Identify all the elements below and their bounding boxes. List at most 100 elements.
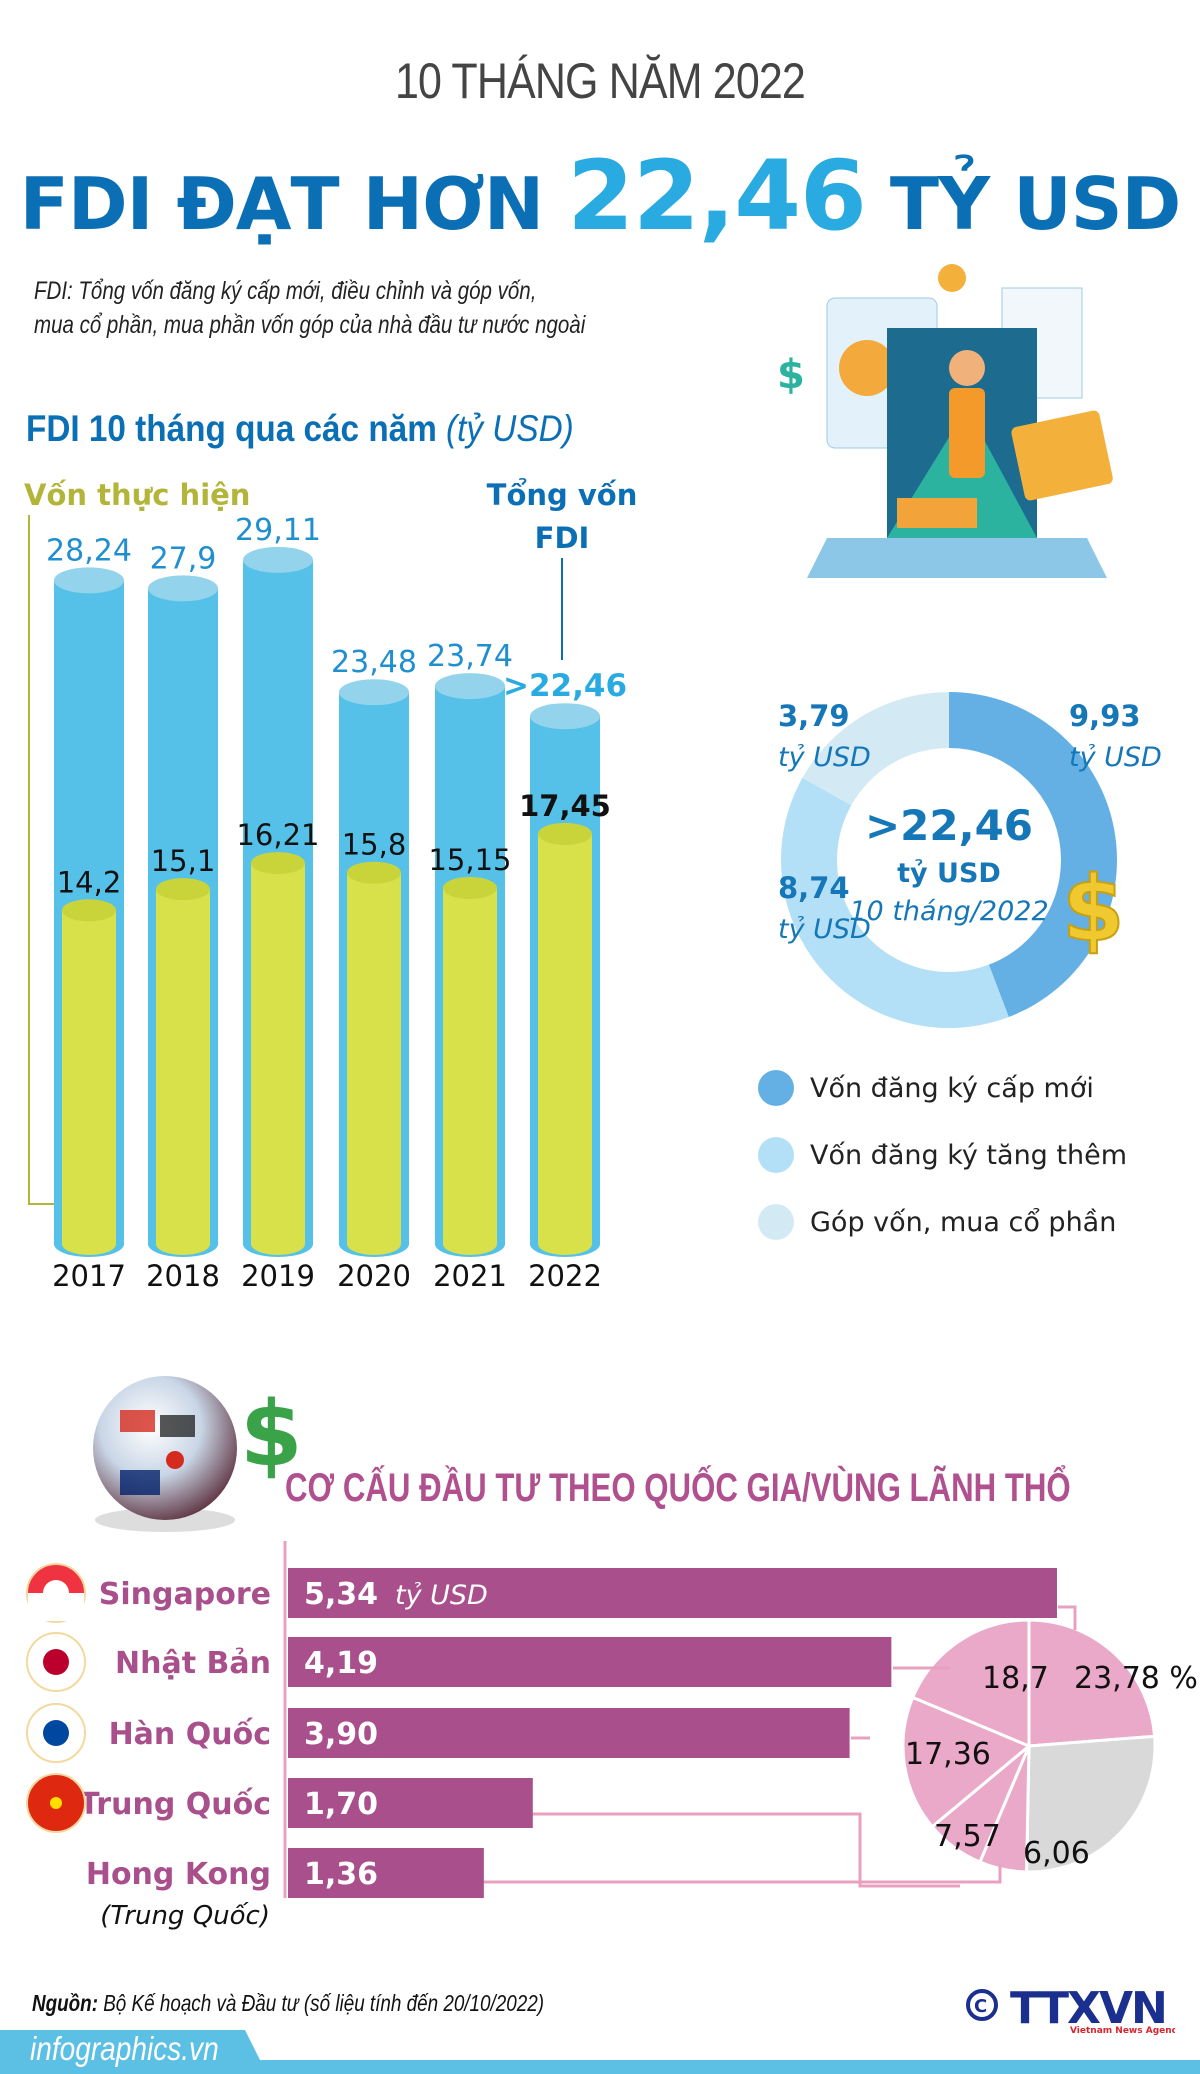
donut-value-label: 9,93 xyxy=(1069,699,1141,733)
donut-unit-label: tỷ USD xyxy=(778,742,871,773)
donut-value-label: 8,74 xyxy=(778,871,850,905)
total-value-label: 27,9 xyxy=(150,541,217,576)
donut-center-unit: tỷ USD xyxy=(897,858,1001,889)
realized-bar xyxy=(156,889,210,1244)
flag-patch xyxy=(166,1451,184,1469)
donut-slice xyxy=(949,692,1117,1018)
year-tick-label: 2017 xyxy=(52,1259,126,1293)
realized-value-label: 15,15 xyxy=(428,843,511,877)
realized-bar-bottom xyxy=(156,1233,210,1255)
copyright-symbol: C xyxy=(974,1996,987,2017)
flag-emblem xyxy=(43,1649,69,1675)
legend-item-share: Góp vốn, mua cổ phần xyxy=(758,1202,1116,1242)
country-bar-value: 1,70 xyxy=(304,1787,378,1822)
donut-slice xyxy=(802,692,949,806)
flag-emblem xyxy=(43,1580,69,1606)
total-bar-top xyxy=(54,567,124,594)
total-value-label: 28,24 xyxy=(46,533,132,568)
country-name-label: Hàn Quốc xyxy=(109,1717,271,1752)
legend-total-label: Tổng vốn xyxy=(487,478,638,512)
country-bar xyxy=(288,1708,850,1758)
realized-bar-bottom xyxy=(347,1233,401,1255)
realized-bar-top xyxy=(251,852,305,875)
country-bar-value: 1,36 xyxy=(304,1857,378,1892)
person-body-icon xyxy=(949,388,985,478)
realized-bar-bottom xyxy=(251,1233,305,1255)
globe-flags-illustration: $ xyxy=(93,1376,303,1532)
year-tick-label: 2019 xyxy=(241,1259,315,1293)
realized-bar-top xyxy=(156,878,210,901)
headline-number: 22,46 xyxy=(567,140,867,252)
realized-bar xyxy=(443,887,497,1244)
donut-value-label: 3,79 xyxy=(778,699,850,733)
total-bar-top xyxy=(435,673,505,700)
pie-icon xyxy=(839,340,895,396)
copyright-icon xyxy=(966,1989,998,2021)
section-title-yearly: FDI 10 tháng qua các năm (tỷ USD) xyxy=(26,408,574,450)
legend-swatch xyxy=(758,1137,794,1173)
donut-unit-label: tỷ USD xyxy=(1069,742,1162,773)
total-bar-top xyxy=(339,679,409,706)
legend-swatch xyxy=(758,1070,794,1106)
section-title-text: FDI 10 tháng qua các năm xyxy=(26,408,437,449)
realized-bar-bottom xyxy=(62,1233,116,1255)
realized-value-label: 15,1 xyxy=(151,844,216,878)
country-name-label: Singapore xyxy=(99,1577,271,1612)
headline: FDI ĐẠT HƠN 22,46 TỶ USD xyxy=(0,140,1200,252)
pie-slice xyxy=(910,1618,1031,1749)
donut-center-value: >22,46 xyxy=(865,801,1033,850)
logo-subtitle: Vietnam News Agency xyxy=(1070,2026,1175,2035)
realized-bar xyxy=(251,863,305,1244)
country-note-label: (Trung Quốc) xyxy=(100,1901,270,1930)
pie-slice xyxy=(1027,1618,1157,1748)
realized-bar-bottom xyxy=(443,1233,497,1255)
realized-bar-top xyxy=(62,899,116,922)
realized-bar xyxy=(62,910,116,1244)
legend-realized-label: Vốn thực hiện xyxy=(24,478,250,512)
site-link[interactable]: infographics.vn xyxy=(30,2030,219,2067)
fdi-definition: FDI: Tổng vốn đăng ký cấp mới, điều chỉn… xyxy=(34,274,585,342)
person-icon xyxy=(949,350,985,386)
headline-post: TỶ USD xyxy=(865,162,1181,246)
country-investment-chart: 5,34 Singapore 4,19 Nhật Bản 3,90 Hàn Quốc 1,7… xyxy=(26,1541,1198,1930)
country-bar xyxy=(288,1848,484,1898)
realized-value-label: 16,21 xyxy=(236,818,319,852)
legend-item-additional: Vốn đăng ký tăng thêm xyxy=(758,1135,1127,1175)
realized-bar-top xyxy=(347,861,401,884)
total-value-label: 23,48 xyxy=(331,645,417,680)
flag-patch xyxy=(120,1410,155,1432)
realized-bar-top xyxy=(538,822,592,845)
total-value-label: 23,74 xyxy=(427,639,513,674)
headline-pre: FDI ĐẠT HƠN xyxy=(19,162,568,246)
definition-line: mua cổ phần, mua phần vốn góp của nhà đầ… xyxy=(34,311,586,339)
pie-percent-label: 6,06 xyxy=(1023,1836,1090,1871)
legend-label: Góp vốn, mua cổ phần xyxy=(810,1206,1117,1238)
calculator-icon xyxy=(1011,410,1113,501)
section-title-countries: CƠ CẤU ĐẦU TƯ THEO QUỐC GIA/VÙNG LÃNH TH… xyxy=(285,1466,1071,1510)
donut-unit-label: tỷ USD xyxy=(778,914,871,945)
total-bar-top xyxy=(530,703,600,730)
legend-total-label: FDI xyxy=(535,521,590,555)
pie-percent-label: 17,36 xyxy=(905,1737,991,1772)
dollar-icon: $ xyxy=(777,352,805,398)
flag-emblem xyxy=(43,1720,69,1746)
realized-value-label: 14,2 xyxy=(57,865,122,899)
country-bar xyxy=(288,1778,533,1828)
legend-item-new: Vốn đăng ký cấp mới xyxy=(758,1068,1094,1108)
section-unit: (tỷ USD) xyxy=(446,408,574,449)
country-bar xyxy=(288,1568,1057,1618)
year-tick-label: 2021 xyxy=(433,1259,507,1293)
year-tick-label: 2020 xyxy=(337,1259,411,1293)
finance-illustration: $ xyxy=(777,264,1113,578)
realized-value-label: 17,45 xyxy=(519,789,611,823)
realized-value-label: 15,8 xyxy=(342,828,407,862)
total-bar-top xyxy=(148,575,218,602)
laptop-icon xyxy=(807,538,1107,578)
gold-dollar-icon: $ xyxy=(1062,857,1125,962)
total-value-label: >22,46 xyxy=(503,668,627,704)
connector-line xyxy=(483,1865,1002,1884)
pie-slice xyxy=(1025,1734,1157,1874)
kicker-title: 10 THÁNG NĂM 2022 xyxy=(394,53,806,109)
country-bar-value: 3,90 xyxy=(304,1717,378,1752)
realized-bar-top xyxy=(443,876,497,899)
